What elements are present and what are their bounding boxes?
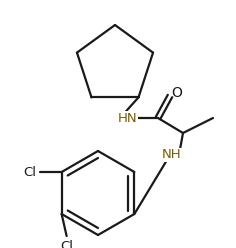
Text: NH: NH — [162, 149, 182, 161]
Text: HN: HN — [118, 112, 138, 124]
Text: Cl: Cl — [60, 240, 73, 248]
Text: Cl: Cl — [23, 165, 36, 179]
Text: O: O — [172, 86, 182, 100]
